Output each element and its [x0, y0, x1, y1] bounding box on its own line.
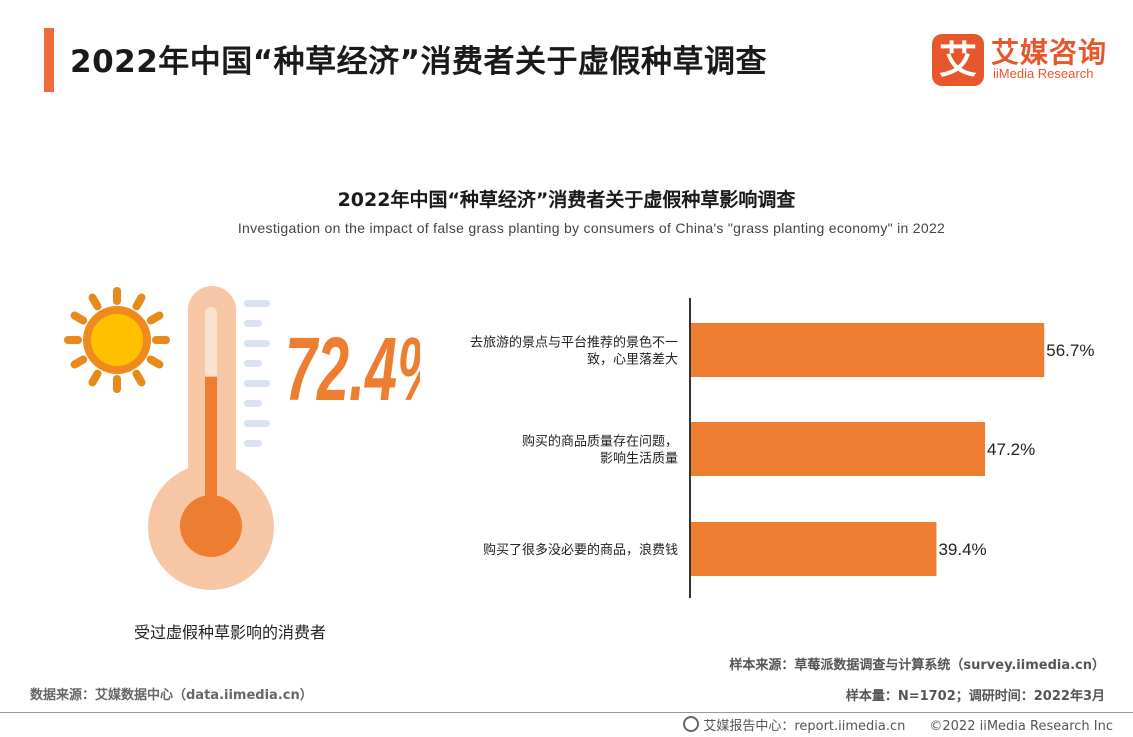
sun-ray	[146, 311, 164, 325]
bar-value-label: 39.4%	[938, 540, 986, 559]
sun-ray	[132, 369, 146, 387]
bar-chart: 56.7% 去旅游的景点与平台推荐的景色不一致，心里落差大 47.2% 购买的商品质量…	[470, 298, 1094, 598]
thermometer-icon	[148, 286, 274, 590]
sun-ray	[113, 287, 121, 305]
scale-tick	[244, 360, 262, 367]
stat-value: 72.4%	[285, 319, 420, 419]
category-label: 购买的商品质量存在问题，影响生活质量	[522, 434, 678, 467]
sun-icon	[64, 287, 170, 393]
logo-name-en: iiMedia Research	[993, 66, 1094, 81]
page-title: 2022年中国“种草经济”消费者关于虚假种草调查	[70, 44, 768, 80]
sample-info: 样本量：N=1702；调研时间：2022年3月	[845, 689, 1105, 704]
sun-ray	[70, 355, 88, 369]
bar-value-label: 47.2%	[987, 440, 1035, 459]
footer: 艾媒报告中心：report.iimedia.cn ©2022 iiMedia Re…	[683, 715, 1113, 734]
chart-subtitle: Investigation on the impact of false gra…	[237, 220, 946, 236]
bar-1	[691, 323, 1045, 377]
chart-title: 2022年中国“种草经济”消费者关于虚假种草影响调查	[337, 189, 796, 211]
bar-2	[691, 422, 986, 476]
footer-divider	[0, 712, 1133, 713]
sun-ray	[70, 311, 88, 325]
scale-tick	[244, 300, 270, 307]
scale-tick	[244, 340, 270, 347]
scale-tick	[244, 400, 262, 407]
globe-icon	[683, 716, 700, 732]
stat-illustration: 72.4%	[64, 286, 420, 590]
category-label: 购买了很多没必要的商品，浪费钱	[483, 542, 678, 558]
scale-tick	[244, 380, 270, 387]
bar-value-label: 56.7%	[1046, 341, 1094, 360]
stat-caption: 受过虚假种草影响的消费者	[133, 623, 326, 642]
thermometer-scale	[244, 300, 270, 447]
sample-source: 样本来源：草莓派数据调查与计算系统（survey.iimedia.cn）	[729, 658, 1105, 673]
sun-ray	[132, 293, 146, 311]
iimedia-logo-icon: 艾	[932, 34, 984, 86]
data-source: 数据来源：艾媒数据中心（data.iimedia.cn）	[30, 688, 313, 703]
sun-ray	[88, 369, 102, 387]
copyright: ©2022 iiMedia Research Inc	[929, 719, 1113, 734]
category-label: 去旅游的景点与平台推荐的景色不一致，心里落差大	[470, 335, 678, 368]
sun-ray	[146, 355, 164, 369]
scale-tick	[244, 320, 262, 327]
logo-name-cn: 艾媒咨询	[991, 36, 1108, 69]
sun-ray	[113, 375, 121, 393]
scale-tick	[244, 440, 262, 447]
scale-tick	[244, 420, 270, 427]
sun-ray	[64, 336, 82, 344]
sun-ray	[152, 336, 170, 344]
bar-3	[691, 522, 937, 576]
title-accent-bar	[44, 28, 54, 92]
sun-ray	[88, 293, 102, 311]
report-center-link[interactable]: 艾媒报告中心：report.iimedia.cn	[703, 719, 906, 734]
